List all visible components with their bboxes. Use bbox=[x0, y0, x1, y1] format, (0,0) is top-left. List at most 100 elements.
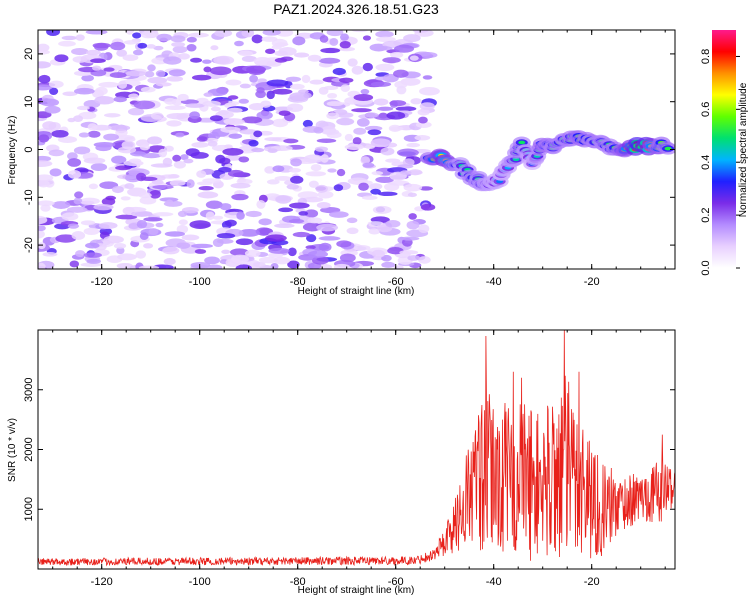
noise-cell bbox=[209, 66, 232, 76]
noise-cell bbox=[128, 93, 139, 100]
noise-cell bbox=[144, 70, 155, 78]
snr-y-tick-label: 1000 bbox=[23, 497, 35, 521]
noise-cell bbox=[370, 138, 391, 148]
noise-cell bbox=[188, 32, 209, 38]
noise-cell bbox=[139, 196, 157, 205]
noise-cell bbox=[191, 74, 212, 81]
noise-cell bbox=[420, 203, 436, 211]
noise-cell bbox=[61, 35, 78, 41]
noise-cell bbox=[183, 158, 194, 164]
noise-cell bbox=[251, 34, 263, 44]
noise-cell bbox=[132, 32, 142, 39]
noise-cell bbox=[38, 225, 46, 232]
noise-cell bbox=[49, 87, 59, 95]
noise-cell bbox=[191, 142, 209, 148]
noise-cell bbox=[253, 130, 263, 138]
noise-cell bbox=[148, 228, 159, 236]
noise-cell bbox=[177, 93, 189, 102]
noise-cell bbox=[336, 112, 354, 118]
spectrogram-marks bbox=[38, 30, 675, 269]
spectrogram-x-tick-label: -60 bbox=[388, 276, 404, 288]
noise-cell bbox=[109, 124, 131, 131]
noise-cell bbox=[264, 166, 276, 174]
colorbar-tick-label: 0.8 bbox=[700, 49, 712, 64]
noise-cell bbox=[406, 220, 420, 230]
noise-cell bbox=[256, 111, 273, 120]
noise-cell bbox=[209, 115, 223, 122]
noise-cell bbox=[308, 180, 319, 188]
spectrogram-y-tick-label: -20 bbox=[23, 237, 35, 253]
noise-cell bbox=[285, 76, 302, 82]
noise-cell bbox=[353, 127, 367, 135]
noise-cell bbox=[127, 107, 145, 116]
noise-cell bbox=[395, 106, 417, 112]
noise-cell bbox=[98, 81, 120, 88]
noise-cell bbox=[316, 202, 331, 209]
noise-cell bbox=[155, 70, 166, 78]
noise-cell bbox=[370, 188, 381, 195]
noise-cell bbox=[155, 222, 164, 228]
noise-cell bbox=[122, 54, 139, 61]
noise-cell bbox=[83, 157, 106, 164]
noise-cell bbox=[402, 158, 415, 167]
noise-cell bbox=[328, 211, 349, 218]
noise-cell bbox=[75, 34, 85, 41]
noise-cell bbox=[181, 234, 200, 241]
colorbar: 0.0 0.2 0.4 0.6 0.8 Normalized spectral ampl… bbox=[700, 30, 749, 276]
noise-cell bbox=[186, 44, 197, 52]
noise-cell bbox=[93, 203, 114, 211]
noise-cell bbox=[66, 152, 78, 160]
noise-cell bbox=[415, 121, 432, 128]
noise-cell bbox=[321, 128, 340, 135]
noise-cell bbox=[374, 76, 391, 81]
noise-cell bbox=[360, 88, 370, 95]
noise-cell bbox=[186, 179, 195, 188]
noise-cell bbox=[238, 50, 253, 57]
noise-cell bbox=[216, 233, 236, 239]
noise-cell bbox=[196, 136, 208, 142]
noise-cell bbox=[264, 137, 282, 142]
noise-cell bbox=[307, 250, 329, 258]
noise-cell bbox=[302, 119, 313, 128]
noise-cell bbox=[147, 64, 156, 72]
noise-cell bbox=[223, 144, 233, 149]
noise-cell bbox=[214, 30, 233, 38]
noise-cell bbox=[156, 82, 172, 87]
noise-cell bbox=[318, 57, 341, 64]
noise-cell bbox=[226, 107, 243, 114]
noise-cell bbox=[87, 130, 101, 138]
noise-cell bbox=[364, 144, 376, 149]
noise-cell bbox=[290, 158, 302, 167]
noise-cell bbox=[286, 103, 304, 113]
noise-cell bbox=[95, 144, 112, 152]
noise-cell bbox=[270, 262, 279, 269]
noise-cell bbox=[283, 138, 299, 144]
noise-cell bbox=[168, 174, 180, 179]
noise-cell bbox=[407, 192, 417, 198]
noise-cell bbox=[221, 249, 231, 254]
noise-cell bbox=[403, 183, 423, 192]
noise-cell bbox=[329, 37, 339, 46]
noise-cell bbox=[256, 87, 265, 94]
noise-cell bbox=[389, 100, 407, 107]
noise-cell bbox=[38, 262, 46, 269]
noise-cell bbox=[251, 147, 265, 153]
noise-cell bbox=[164, 105, 186, 111]
noise-cell bbox=[80, 220, 96, 226]
noise-cell bbox=[418, 116, 428, 124]
noise-cell bbox=[38, 229, 45, 239]
noise-cell bbox=[302, 222, 322, 232]
noise-cell bbox=[166, 112, 189, 120]
noise-cell bbox=[220, 126, 241, 133]
noise-cell bbox=[190, 152, 209, 159]
snr-series-line bbox=[38, 330, 675, 567]
noise-cell bbox=[176, 224, 189, 234]
noise-cell bbox=[362, 162, 375, 168]
noise-cell bbox=[336, 117, 355, 126]
noise-cell bbox=[360, 156, 371, 165]
noise-cell bbox=[38, 155, 52, 162]
noise-cell bbox=[390, 51, 404, 59]
noise-cell bbox=[278, 207, 294, 213]
noise-cell bbox=[121, 140, 136, 150]
